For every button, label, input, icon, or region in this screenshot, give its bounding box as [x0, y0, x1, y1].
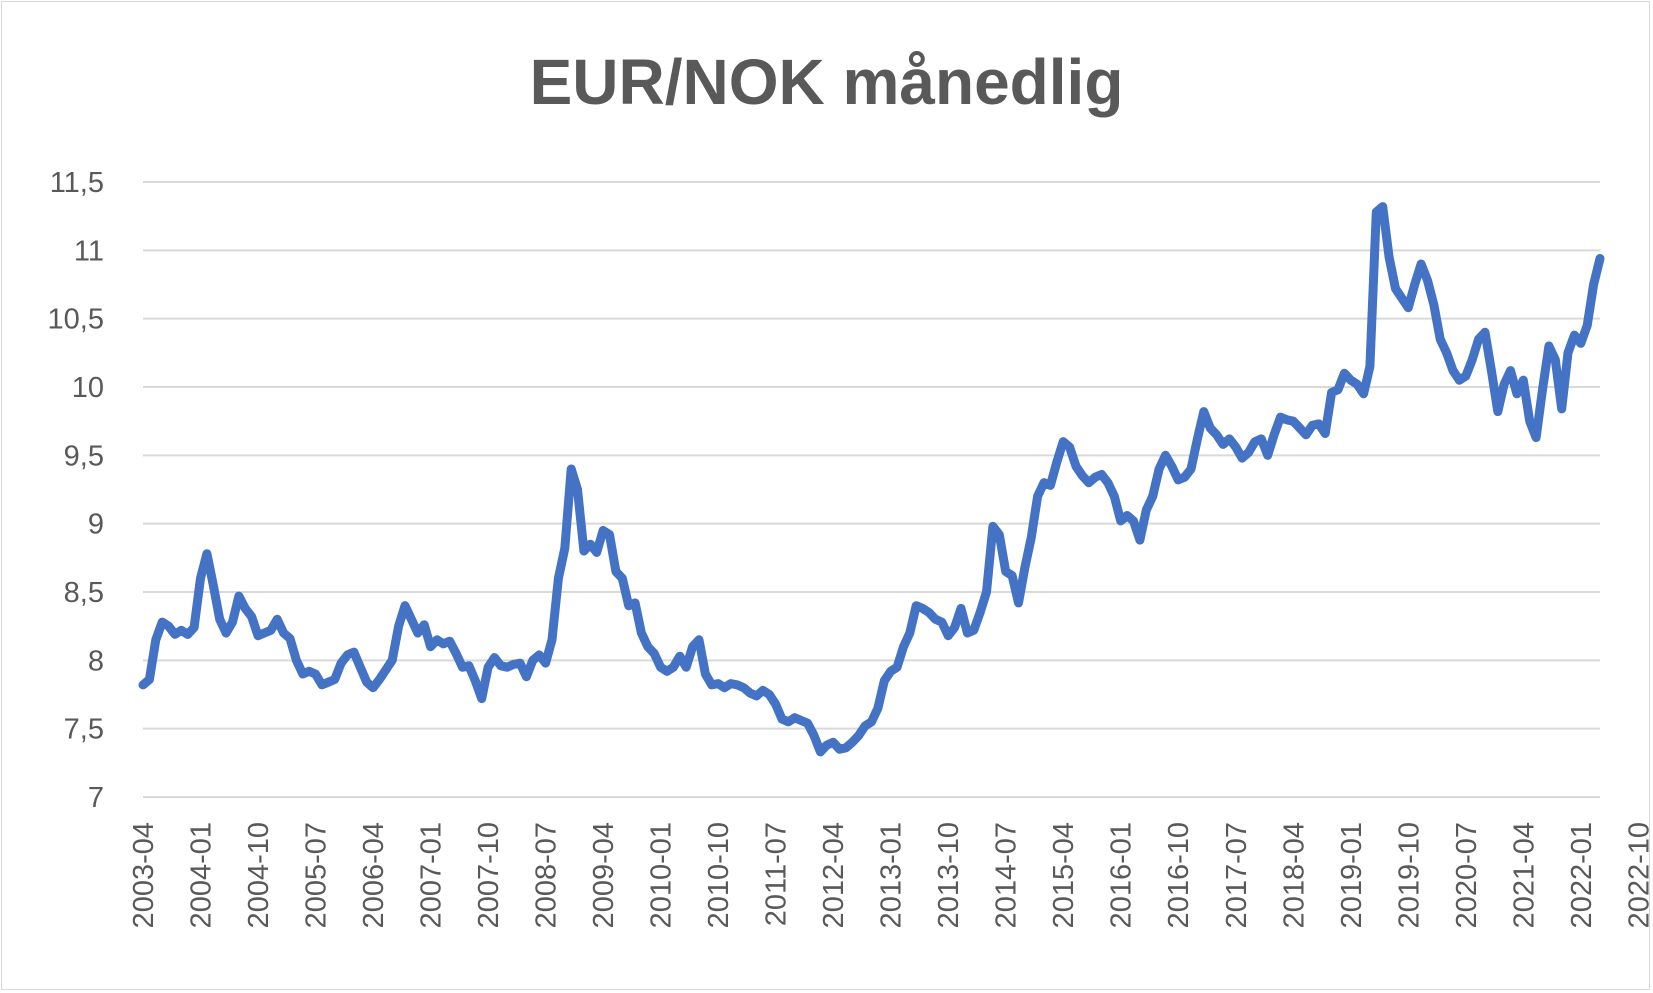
x-tick-label: 2013-01 [876, 822, 908, 928]
x-tick-labels: 2003-04 2004-01 2004-10 2005-07 2006-04 2007-… [128, 822, 1653, 928]
x-tick-label: 2016-01 [1106, 822, 1138, 928]
y-tick-label: 7 [88, 782, 104, 814]
y-tick-label: 11,5 [50, 167, 104, 199]
y-tick-labels: 7 7,5 8 8,5 9 9,5 10 10,5 11 11,5 [48, 167, 104, 814]
y-tick-label: 9 [88, 509, 104, 541]
x-tick-label: 2004-10 [243, 822, 275, 928]
y-tick-label: 9,5 [64, 440, 104, 472]
x-tick-label: 2022-01 [1566, 822, 1598, 928]
x-tick-label: 2020-07 [1451, 822, 1483, 928]
x-tick-label: 2021-04 [1508, 822, 1540, 928]
x-tick-label: 2011-07 [761, 822, 793, 926]
x-tick-label: 2012-04 [818, 822, 850, 928]
x-tick-label: 2015-04 [1048, 822, 1080, 928]
gridlines [143, 181, 1600, 798]
x-tick-label: 2017-07 [1221, 822, 1253, 928]
y-tick-label: 11 [74, 235, 104, 267]
x-tick-label: 2010-01 [646, 822, 678, 928]
y-tick-label: 10,5 [48, 304, 104, 336]
y-tick-label: 8 [88, 645, 104, 677]
x-tick-label: 2008-07 [531, 822, 563, 928]
x-tick-label: 2003-04 [128, 822, 160, 928]
x-tick-label: 2007-01 [416, 822, 448, 928]
y-tick-label: 7,5 [64, 714, 104, 746]
x-tick-label: 2010-10 [703, 822, 735, 928]
x-tick-label: 2005-07 [301, 822, 333, 928]
y-tick-label: 10 [72, 372, 104, 404]
x-tick-label: 2019-01 [1336, 822, 1368, 928]
x-tick-label: 2004-01 [186, 822, 218, 928]
x-tick-label: 2014-07 [991, 822, 1023, 928]
chart-title: EUR/NOK månedlig [529, 46, 1124, 118]
eur-nok-series-line [138, 202, 1605, 757]
x-tick-label: 2019-10 [1393, 822, 1425, 928]
x-tick-label: 2013-10 [933, 822, 965, 928]
x-tick-label: 2009-04 [588, 822, 620, 928]
y-tick-label: 8,5 [64, 577, 104, 609]
x-tick-label: 2022-10 [1623, 822, 1653, 928]
x-tick-label: 2007-10 [473, 822, 505, 928]
series-layer [138, 202, 1605, 757]
x-tick-label: 2006-04 [358, 822, 390, 928]
x-tick-label: 2018-04 [1278, 822, 1310, 928]
x-tick-label: 2016-10 [1163, 822, 1195, 928]
